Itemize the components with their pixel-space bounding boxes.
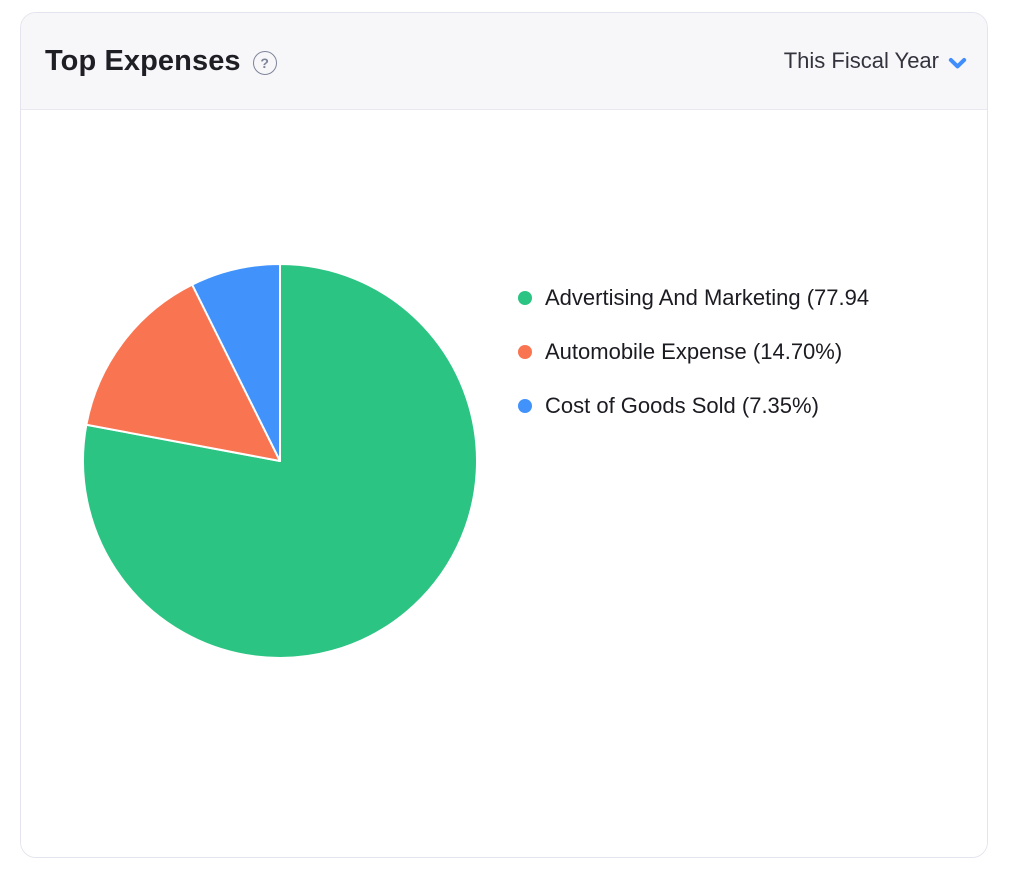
chart-legend: Advertising And Marketing (77.94 Automobi… <box>518 283 869 421</box>
legend-item[interactable]: Cost of Goods Sold (7.35%) <box>518 391 869 421</box>
legend-label: Cost of Goods Sold (7.35%) <box>545 393 819 418</box>
pie-slice[interactable] <box>191 263 281 462</box>
pie-slice[interactable] <box>85 283 281 462</box>
help-icon[interactable]: ? <box>252 50 277 75</box>
period-label: This Fiscal Year <box>783 48 939 73</box>
legend-item[interactable]: Advertising And Marketing (77.94 <box>518 283 869 313</box>
legend-dot-icon <box>518 399 532 413</box>
chevron-down-icon <box>948 57 967 68</box>
legend-dot-icon <box>518 345 532 359</box>
pie-chart[interactable] <box>80 261 480 661</box>
top-expenses-widget: Top Expenses ? This Fiscal Year Advertis… <box>20 12 988 858</box>
widget-header: Top Expenses ? This Fiscal Year <box>21 13 987 110</box>
pie-slice[interactable] <box>82 263 478 659</box>
period-selector[interactable]: This Fiscal Year <box>784 48 967 74</box>
legend-label: Advertising And Marketing (77.94 <box>545 285 870 310</box>
widget-body: Advertising And Marketing (77.94 Automobi… <box>21 110 987 857</box>
widget-title: Top Expenses <box>45 44 241 77</box>
widget-title-group: Top Expenses ? <box>45 45 277 78</box>
legend-item[interactable]: Automobile Expense (14.70%) <box>518 337 869 367</box>
legend-dot-icon <box>518 291 532 305</box>
legend-label: Automobile Expense (14.70%) <box>545 339 843 364</box>
